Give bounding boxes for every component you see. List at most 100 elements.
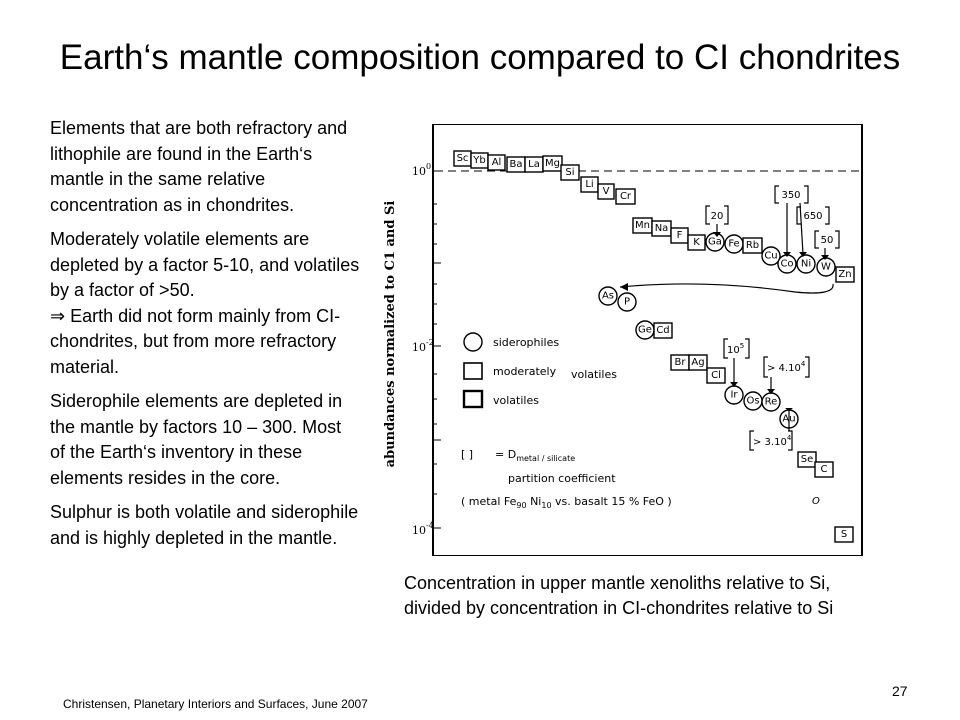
- svg-text:Cr: Cr: [620, 191, 632, 202]
- svg-text:Yb: Yb: [472, 155, 485, 166]
- svg-text:Cu: Cu: [764, 251, 777, 262]
- element-circle-w: W: [816, 257, 836, 277]
- annotation-50-label: 50: [821, 235, 834, 246]
- svg-text:Rb: Rb: [746, 240, 759, 251]
- legend-metal: ( metal Fe90 Ni10 vs. basalt 15 % FeO ): [461, 495, 672, 510]
- element-box-f: F: [670, 227, 689, 244]
- svg-text:10-4: 10-4: [412, 521, 434, 537]
- svg-text:Ga: Ga: [708, 237, 722, 248]
- element-box-cr: Cr: [615, 188, 636, 205]
- svg-text:Ge: Ge: [638, 325, 652, 336]
- svg-text:Si: Si: [565, 167, 574, 178]
- element-circle-re: Re: [761, 392, 781, 412]
- element-circle-ga: Ga: [705, 232, 725, 252]
- element-box-rb: Rb: [742, 237, 763, 254]
- svg-text:Co: Co: [780, 259, 793, 270]
- element-box-si: Si: [560, 164, 580, 181]
- svg-text:Ni: Ni: [801, 259, 811, 270]
- svg-text:Mg: Mg: [545, 158, 560, 169]
- svg-text:Br: Br: [675, 357, 687, 368]
- element-box-zn: Zn: [835, 266, 855, 283]
- svg-text:P: P: [624, 297, 630, 308]
- legend-volatiles-moderate: volatiles: [571, 368, 617, 381]
- y-axis-label: abundances normalized to C1 and Si: [383, 201, 398, 468]
- element-box-s: S: [834, 526, 854, 543]
- svg-text:Os: Os: [746, 396, 759, 407]
- element-circle-p: P: [617, 292, 637, 312]
- element-box-c: C: [814, 461, 834, 478]
- element-box-cd: Cd: [653, 322, 673, 339]
- svg-text:Ag: Ag: [691, 357, 704, 368]
- element-circle-co: Co: [777, 254, 797, 274]
- element-circle-as: As: [598, 286, 618, 306]
- svg-text:Re: Re: [765, 397, 778, 408]
- figure-caption: Concentration in upper mantle xenoliths …: [404, 571, 944, 621]
- paragraph-siderophile: Siderophile elements are depleted in the…: [50, 391, 343, 488]
- paragraph-sulphur: Sulphur is both volatile and siderophile…: [50, 502, 359, 548]
- legend-moderately: moderately: [493, 365, 557, 378]
- element-box-br: Br: [670, 354, 690, 371]
- o-mark: O: [812, 496, 820, 507]
- annotation-4e4-label: > 4.104: [767, 360, 806, 374]
- annotation-350: [774, 185, 809, 255]
- svg-text:Na: Na: [655, 223, 669, 234]
- caption-line-2: divided by concentration in CI-chondrite…: [404, 598, 834, 618]
- element-box-na: Na: [651, 220, 672, 237]
- svg-text:V: V: [603, 186, 610, 197]
- paragraph-volatile-text: Moderately volatile elements are deplete…: [50, 229, 360, 300]
- legend-siderophiles: siderophiles: [493, 336, 559, 349]
- element-box-la: La: [524, 156, 544, 173]
- paragraph-conclusion: ⇒ Earth did not form mainly from CI-chon…: [50, 305, 341, 377]
- paragraph-volatile: Moderately volatile elements are deplete…: [50, 227, 360, 380]
- svg-text:Fe: Fe: [728, 239, 739, 250]
- legend-bracket: [ ]: [461, 448, 473, 461]
- element-box-mn: Mn: [632, 217, 653, 234]
- svg-text:10-2: 10-2: [412, 338, 434, 354]
- y-tick-3: 10-4: [412, 521, 434, 537]
- shift-arrow: [619, 283, 834, 294]
- element-box-yb: Yb: [470, 152, 489, 169]
- svg-text:Sc: Sc: [457, 153, 469, 164]
- svg-text:Cd: Cd: [656, 325, 669, 336]
- svg-text:100: 100: [412, 162, 431, 178]
- svg-text:K: K: [693, 237, 700, 248]
- legend-partition: partition coefficient: [508, 472, 616, 485]
- legend-circle-symbol: [463, 332, 483, 352]
- y-tick-2: 10-2: [412, 338, 434, 354]
- svg-text:Al: Al: [492, 157, 502, 168]
- svg-text:F: F: [677, 230, 683, 241]
- annotation-3e4-label: > 3.104: [753, 434, 792, 448]
- lower-arrowheads: [730, 382, 793, 411]
- element-box-ba: Ba: [506, 156, 526, 173]
- slide-title: Earth‘s mantle composition compared to C…: [59, 38, 901, 77]
- element-box-ag: Ag: [688, 354, 708, 371]
- legend-volatiles: volatiles: [493, 394, 539, 407]
- svg-text:S: S: [841, 529, 847, 540]
- legend-box-moderate: [463, 362, 483, 380]
- svg-text:Zn: Zn: [838, 269, 851, 280]
- caption-line-1: Concentration in upper mantle xenoliths …: [404, 573, 831, 593]
- svg-text:As: As: [602, 291, 614, 302]
- annotation-arrowheads: [713, 232, 829, 260]
- element-box-cl: Cl: [706, 367, 726, 384]
- element-circle-cu: Cu: [761, 246, 781, 266]
- svg-text:Cl: Cl: [711, 370, 721, 381]
- legend-d-eq: = Dmetal / silicate: [495, 448, 575, 463]
- annotation-650-label: 650: [803, 211, 822, 222]
- svg-text:C: C: [821, 464, 828, 475]
- shift-arrowhead: [620, 283, 628, 291]
- element-box-sc: Sc: [453, 150, 472, 167]
- element-box-mg: Mg: [542, 155, 563, 172]
- y-tick-1: 100: [412, 162, 431, 178]
- annotation-3e4: [749, 409, 793, 451]
- annotation-20: [705, 205, 729, 232]
- annotation-10-5-label: 105: [727, 342, 744, 356]
- legend-box-volatile: [462, 389, 484, 409]
- annotation-20-label: 20: [711, 211, 724, 222]
- element-circle-os: Os: [743, 391, 763, 411]
- annotation-4e4: [763, 356, 810, 391]
- svg-text:Li: Li: [585, 179, 593, 190]
- abundance-figure: abundances normalized to C1 and Si 100 1…: [383, 124, 863, 556]
- svg-text:Ba: Ba: [510, 159, 523, 170]
- svg-text:Mn: Mn: [635, 220, 650, 231]
